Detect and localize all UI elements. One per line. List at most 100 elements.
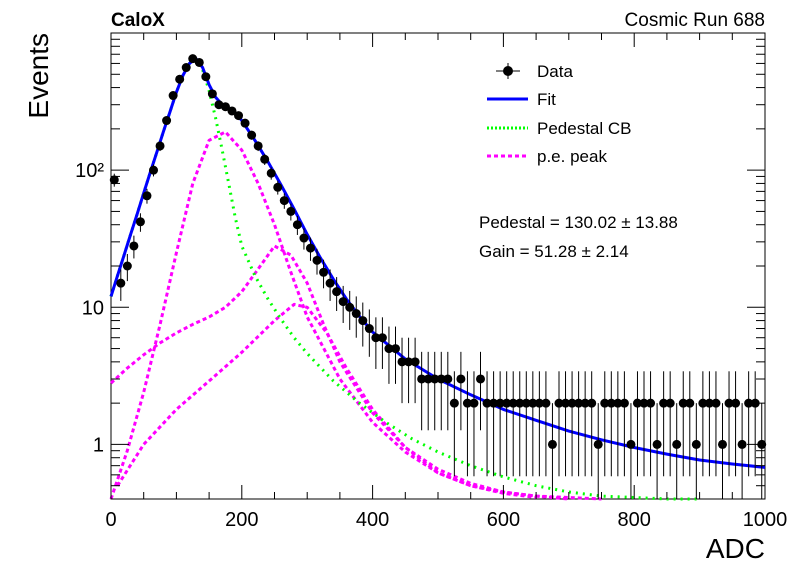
data-point-marker bbox=[659, 398, 669, 408]
data-point bbox=[691, 403, 701, 499]
data-point bbox=[129, 235, 139, 259]
data-point-marker bbox=[371, 333, 381, 343]
data-point-marker bbox=[528, 398, 538, 408]
data-point-marker bbox=[672, 439, 682, 449]
legend: Data Fit Pedestal CB p.e. peak bbox=[487, 62, 632, 166]
data-point-marker bbox=[319, 267, 329, 277]
data-point bbox=[750, 371, 760, 477]
legend-entry-pedestal: Pedestal CB bbox=[487, 119, 632, 138]
data-point-marker bbox=[188, 54, 198, 64]
data-point bbox=[168, 91, 178, 101]
data-point-marker bbox=[541, 398, 551, 408]
data-point-marker bbox=[397, 357, 407, 367]
legend-entry-pe-peak: p.e. peak bbox=[487, 147, 607, 166]
fit-curves bbox=[109, 57, 766, 501]
data-point-marker bbox=[515, 398, 525, 408]
data-point bbox=[109, 173, 119, 187]
data-point bbox=[704, 371, 714, 477]
data-point-marker bbox=[685, 398, 695, 408]
data-point bbox=[515, 371, 525, 477]
data-point bbox=[116, 269, 126, 301]
data-point bbox=[502, 371, 512, 477]
data-point-marker bbox=[619, 398, 629, 408]
data-point bbox=[469, 371, 479, 477]
data-point bbox=[482, 371, 492, 477]
data-point bbox=[325, 269, 335, 301]
data-point-marker bbox=[305, 243, 315, 253]
data-point bbox=[181, 63, 191, 73]
data-point bbox=[397, 337, 407, 404]
data-point-marker bbox=[175, 74, 185, 84]
data-point bbox=[587, 371, 597, 477]
data-point-marker bbox=[704, 398, 714, 408]
data-point bbox=[417, 351, 427, 431]
data-point bbox=[384, 326, 394, 384]
data-point bbox=[292, 215, 302, 235]
data-point-marker bbox=[737, 439, 747, 449]
data-point-marker bbox=[149, 165, 159, 175]
data-point-marker bbox=[247, 130, 257, 140]
x-tick-label: 400 bbox=[356, 509, 389, 531]
data-point-marker bbox=[646, 398, 656, 408]
data-point-marker bbox=[502, 398, 512, 408]
data-point-marker bbox=[717, 439, 727, 449]
data-point bbox=[528, 371, 538, 477]
data-point-marker bbox=[600, 398, 610, 408]
data-point-marker bbox=[750, 398, 760, 408]
data-point bbox=[717, 403, 727, 499]
x-axis-ticks: 0 200 400 600 800 1000 bbox=[105, 33, 787, 531]
data-point bbox=[162, 116, 172, 126]
x-tick-label: 800 bbox=[618, 509, 651, 531]
data-point bbox=[430, 351, 440, 431]
y-axis-title: Events bbox=[23, 33, 54, 119]
data-point-marker bbox=[410, 357, 420, 367]
data-point bbox=[253, 141, 263, 152]
data-point-marker bbox=[724, 398, 734, 408]
data-point bbox=[632, 371, 642, 477]
data-point-marker bbox=[122, 261, 132, 271]
data-point bbox=[142, 188, 152, 204]
data-point bbox=[659, 371, 669, 477]
data-point-marker bbox=[744, 398, 754, 408]
data-point-marker bbox=[417, 374, 427, 384]
data-point bbox=[332, 277, 342, 312]
legend-label-fit: Fit bbox=[537, 90, 556, 109]
data-point bbox=[613, 371, 623, 477]
data-point bbox=[541, 371, 551, 477]
data-point bbox=[371, 317, 381, 369]
data-point-marker bbox=[698, 398, 708, 408]
data-point-marker bbox=[240, 118, 250, 128]
data-point-marker bbox=[207, 89, 217, 99]
data-point bbox=[462, 371, 472, 477]
data-point-marker bbox=[547, 439, 557, 449]
data-point bbox=[345, 290, 355, 330]
data-point-marker bbox=[377, 333, 387, 343]
data-point bbox=[423, 351, 433, 431]
data-point-marker bbox=[109, 175, 119, 185]
data-point-marker bbox=[476, 374, 486, 384]
pe-peak-curve-1 bbox=[109, 130, 602, 501]
data-point-marker bbox=[135, 217, 145, 227]
gain-value: Gain = 51.28 ± 2.14 bbox=[479, 242, 629, 261]
data-point-marker bbox=[593, 439, 603, 449]
data-point bbox=[273, 180, 283, 195]
legend-entry-fit: Fit bbox=[487, 90, 556, 109]
data-point-marker bbox=[691, 439, 701, 449]
data-point-marker bbox=[404, 357, 414, 367]
data-point-marker bbox=[201, 72, 211, 82]
data-point-marker bbox=[142, 191, 152, 201]
data-point-marker bbox=[652, 439, 662, 449]
data-point bbox=[404, 337, 414, 404]
data-point bbox=[358, 302, 368, 347]
data-points bbox=[109, 54, 767, 499]
data-point bbox=[606, 371, 616, 477]
data-point-marker bbox=[534, 398, 544, 408]
data-point-marker bbox=[338, 297, 348, 307]
pedestal-value: Pedestal = 130.02 ± 13.88 bbox=[479, 213, 678, 232]
data-point bbox=[547, 403, 557, 499]
data-point bbox=[220, 102, 230, 112]
data-point-marker bbox=[587, 398, 597, 408]
data-point-marker bbox=[665, 398, 675, 408]
data-point-marker bbox=[194, 57, 204, 67]
